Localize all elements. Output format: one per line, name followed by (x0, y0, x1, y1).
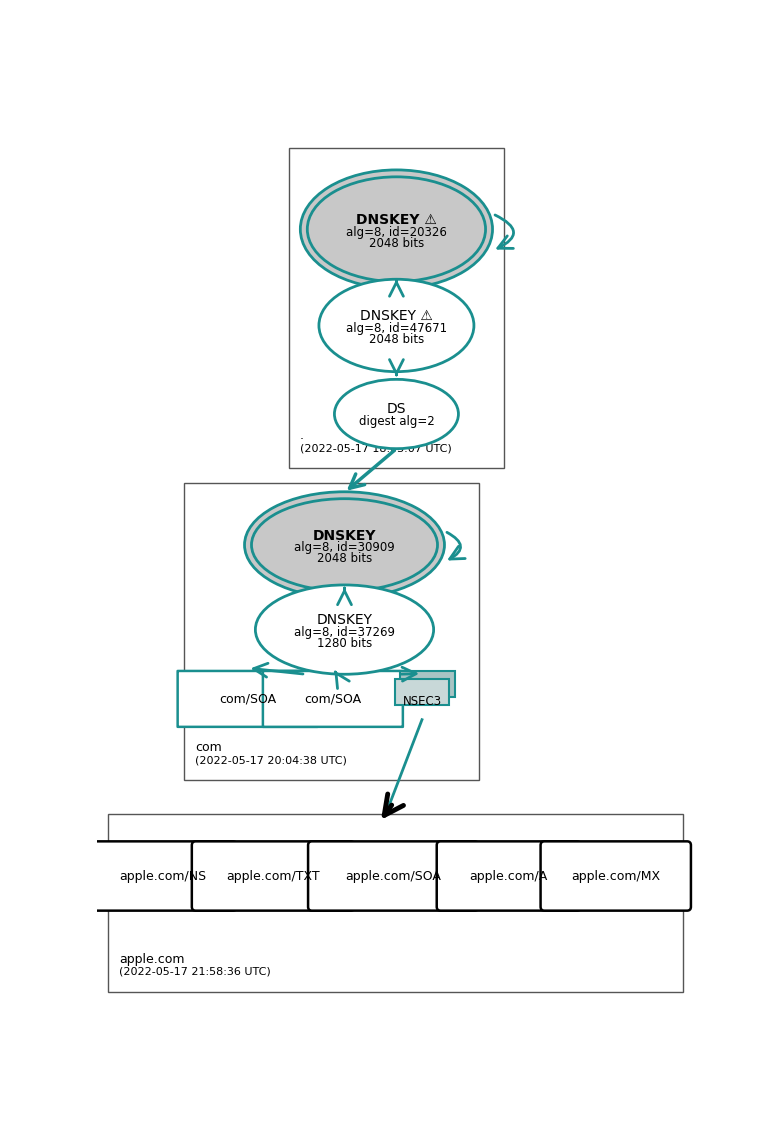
Text: .: . (300, 430, 303, 442)
Text: apple.com/A: apple.com/A (469, 870, 548, 882)
Text: (2022-05-17 20:04:38 UTC): (2022-05-17 20:04:38 UTC) (195, 755, 347, 765)
Ellipse shape (300, 170, 493, 288)
Bar (108, 814, 683, 992)
Text: 1280 bits: 1280 bits (317, 637, 372, 650)
Text: com/SOA: com/SOA (304, 692, 361, 706)
Text: DNSKEY ⚠: DNSKEY ⚠ (360, 309, 433, 324)
Text: 2048 bits: 2048 bits (369, 237, 424, 250)
Text: DNSKEY ⚠: DNSKEY ⚠ (356, 213, 437, 227)
Text: NSEC3: NSEC3 (402, 695, 442, 708)
Text: DS: DS (387, 402, 406, 416)
Bar (394, 679, 449, 705)
Text: apple.com/NS: apple.com/NS (120, 870, 207, 882)
FancyBboxPatch shape (437, 841, 581, 911)
Text: (2022-05-17 18:03:07 UTC): (2022-05-17 18:03:07 UTC) (300, 443, 452, 454)
Ellipse shape (319, 279, 474, 372)
Ellipse shape (245, 491, 445, 598)
Text: apple.com/SOA: apple.com/SOA (345, 870, 442, 882)
FancyBboxPatch shape (308, 841, 479, 911)
Text: apple.com/MX: apple.com/MX (571, 870, 660, 882)
Text: (2022-05-17 21:58:36 UTC): (2022-05-17 21:58:36 UTC) (119, 967, 271, 977)
FancyBboxPatch shape (178, 671, 317, 727)
Ellipse shape (256, 585, 434, 674)
Text: com: com (195, 741, 222, 755)
Text: alg=8, id=20326: alg=8, id=20326 (346, 226, 447, 238)
FancyBboxPatch shape (191, 841, 354, 911)
FancyBboxPatch shape (90, 841, 237, 911)
Text: alg=8, id=37269: alg=8, id=37269 (294, 626, 395, 640)
Ellipse shape (307, 177, 486, 282)
Text: alg=8, id=47671: alg=8, id=47671 (346, 321, 447, 335)
Text: apple.com: apple.com (119, 953, 185, 966)
FancyBboxPatch shape (263, 671, 403, 727)
Text: apple.com/TXT: apple.com/TXT (226, 870, 320, 882)
Text: 2048 bits: 2048 bits (369, 333, 424, 345)
Bar (401, 671, 455, 698)
Ellipse shape (252, 498, 438, 592)
Bar (184, 483, 479, 780)
Ellipse shape (334, 380, 459, 449)
FancyBboxPatch shape (540, 841, 691, 911)
Text: com/SOA: com/SOA (219, 692, 276, 706)
Text: alg=8, id=30909: alg=8, id=30909 (294, 542, 394, 554)
Bar (289, 148, 504, 467)
Text: 2048 bits: 2048 bits (317, 552, 372, 565)
Text: DNSKEY: DNSKEY (317, 613, 373, 627)
Text: digest alg=2: digest alg=2 (358, 415, 435, 429)
Text: DNSKEY: DNSKEY (313, 529, 376, 543)
